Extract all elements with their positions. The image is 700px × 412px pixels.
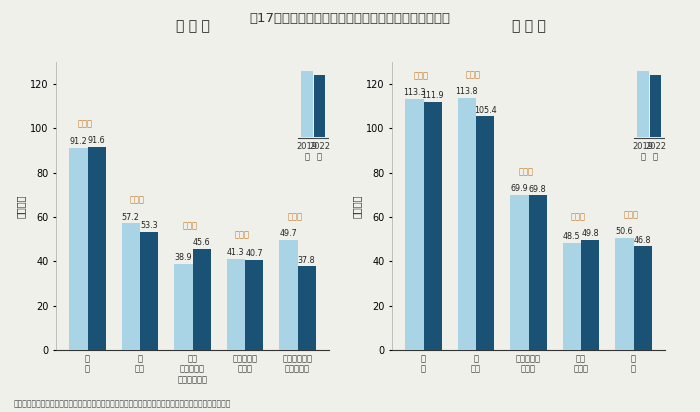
Text: 第２位: 第２位 [130, 195, 145, 204]
Text: 37.8: 37.8 [298, 255, 316, 265]
Text: 注：有訴者には入院者は含まないが、有訴者率を算出するための分母となる世帯人員には入院者を含む。: 注：有訴者には入院者は含まないが、有訴者率を算出するための分母となる世帯人員には… [14, 399, 232, 408]
Bar [227, 259, 245, 350]
Text: 113.3: 113.3 [403, 88, 426, 97]
Text: ［ 男 ］: ［ 男 ］ [176, 19, 209, 33]
Text: 91.6: 91.6 [88, 136, 106, 145]
Text: 46.8: 46.8 [634, 236, 652, 245]
Bar [637, 71, 649, 137]
Y-axis label: 人口千対: 人口千対 [351, 194, 362, 218]
Text: 69.8: 69.8 [529, 185, 547, 194]
Text: 113.8: 113.8 [456, 87, 478, 96]
Text: ［ 女 ］: ［ 女 ］ [512, 19, 545, 33]
Bar [174, 264, 193, 350]
Text: 図17　性別にみた有訴者率の上位５症状（複数回答）: 図17 性別にみた有訴者率の上位５症状（複数回答） [249, 12, 451, 26]
Text: 第５位: 第５位 [624, 210, 638, 219]
Bar [615, 238, 634, 350]
Bar [279, 240, 298, 350]
Bar [122, 223, 140, 350]
Bar [476, 116, 494, 350]
Bar [301, 71, 313, 137]
Text: 2022
年: 2022 年 [309, 142, 330, 161]
Bar [528, 195, 547, 350]
Text: 48.5: 48.5 [563, 232, 580, 241]
Y-axis label: 人口千対: 人口千対 [15, 194, 26, 218]
Text: 第４位: 第４位 [571, 212, 586, 221]
Text: 111.9: 111.9 [421, 91, 444, 100]
Text: 50.6: 50.6 [615, 227, 633, 236]
Text: 53.3: 53.3 [141, 221, 158, 230]
Text: 91.2: 91.2 [69, 137, 88, 146]
Bar [510, 195, 528, 350]
Text: 第１位: 第１位 [414, 71, 428, 80]
Bar [193, 249, 211, 350]
Text: 2022
年: 2022 年 [645, 142, 666, 161]
Text: 41.3: 41.3 [227, 248, 244, 257]
Text: 第２位: 第２位 [466, 70, 481, 79]
Text: 2019
年: 2019 年 [633, 142, 654, 161]
Text: 49.7: 49.7 [279, 229, 298, 238]
Text: 第５位: 第５位 [288, 212, 302, 221]
Bar [88, 147, 106, 350]
Text: 第４位: 第４位 [235, 231, 250, 240]
Bar [405, 99, 424, 350]
Bar [458, 98, 476, 350]
Bar [298, 266, 316, 350]
Bar [650, 75, 662, 137]
Text: 49.8: 49.8 [582, 229, 599, 238]
Bar [424, 102, 442, 350]
Text: 40.7: 40.7 [246, 249, 263, 258]
Bar [314, 75, 326, 137]
Text: 38.9: 38.9 [174, 253, 192, 262]
Bar [634, 246, 652, 350]
Text: 57.2: 57.2 [122, 213, 140, 222]
Bar [69, 148, 88, 350]
Text: 第１位: 第１位 [78, 119, 92, 128]
Bar [581, 240, 599, 350]
Bar [563, 243, 581, 350]
Text: 69.9: 69.9 [510, 184, 528, 193]
Text: 105.4: 105.4 [474, 105, 496, 115]
Bar [245, 260, 263, 350]
Text: 45.6: 45.6 [193, 238, 211, 247]
Text: 第３位: 第３位 [519, 167, 533, 176]
Text: 2019
年: 2019 年 [297, 142, 318, 161]
Bar [140, 232, 158, 350]
Text: 第３位: 第３位 [183, 221, 197, 230]
